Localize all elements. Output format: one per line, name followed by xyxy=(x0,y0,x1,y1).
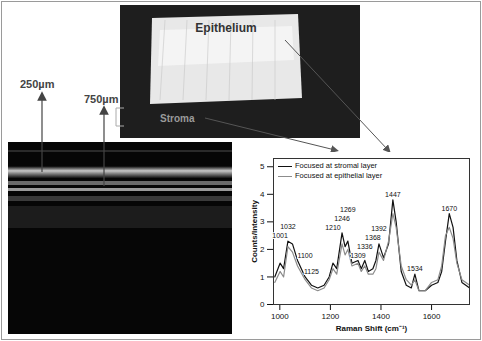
svg-text:1309: 1309 xyxy=(350,252,366,259)
svg-text:1: 1 xyxy=(260,273,265,282)
svg-text:1200: 1200 xyxy=(322,312,340,321)
svg-text:250µm: 250µm xyxy=(20,78,55,90)
svg-text:Raman Shift (cm⁻¹): Raman Shift (cm⁻¹) xyxy=(336,324,408,333)
svg-text:1400: 1400 xyxy=(372,312,390,321)
svg-text:3: 3 xyxy=(260,217,265,226)
html-text:Focused at stromal layer: Focused at stromal layer xyxy=(295,161,378,170)
svg-text:Stroma: Stroma xyxy=(160,113,195,124)
svg-text:750µm: 750µm xyxy=(84,93,119,105)
svg-text:4: 4 xyxy=(260,190,265,199)
svg-text:1000: 1000 xyxy=(271,312,289,321)
svg-text:1392: 1392 xyxy=(371,225,387,232)
svg-text:1600: 1600 xyxy=(423,312,441,321)
svg-text:1269: 1269 xyxy=(340,206,356,213)
svg-text:5: 5 xyxy=(260,162,265,171)
svg-text:1447: 1447 xyxy=(385,191,401,198)
svg-text:2: 2 xyxy=(260,245,265,254)
svg-text:Counts/Intensity: Counts/Intensity xyxy=(250,200,259,263)
svg-text:1125: 1125 xyxy=(304,268,319,275)
svg-text:1100: 1100 xyxy=(298,252,313,259)
svg-text:1670: 1670 xyxy=(441,205,457,212)
html-text:Focused at epithelial layer: Focused at epithelial layer xyxy=(295,171,383,180)
svg-text:1001: 1001 xyxy=(272,232,288,239)
svg-text:1210: 1210 xyxy=(325,224,341,231)
svg-text:1032: 1032 xyxy=(280,223,296,230)
svg-text:1368: 1368 xyxy=(365,234,381,241)
svg-text:1534: 1534 xyxy=(407,265,423,272)
svg-text:Epithelium: Epithelium xyxy=(195,21,256,35)
svg-text:1246: 1246 xyxy=(334,215,350,222)
svg-text:0: 0 xyxy=(260,300,265,309)
svg-text:1336: 1336 xyxy=(357,243,373,250)
